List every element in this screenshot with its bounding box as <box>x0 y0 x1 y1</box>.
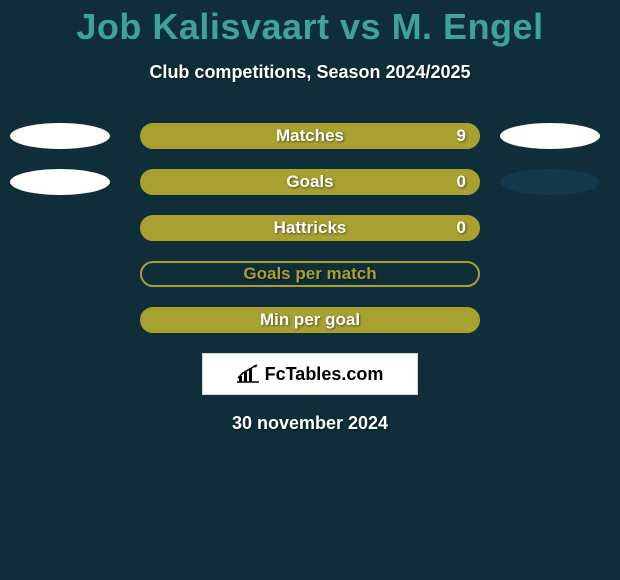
stat-row: Goals 0 <box>0 169 620 195</box>
left-value-ellipse <box>10 123 110 149</box>
stat-label: Goals <box>286 172 333 192</box>
left-value-ellipse <box>10 169 110 195</box>
stat-label: Min per goal <box>260 310 360 330</box>
stat-row: Goals per match <box>0 261 620 287</box>
stat-row: Matches 9 <box>0 123 620 149</box>
stat-bar: Matches 9 <box>140 123 480 149</box>
logo-text: FcTables.com <box>265 364 384 385</box>
stat-bar: Goals per match <box>140 261 480 287</box>
stat-label: Goals per match <box>243 264 376 284</box>
footer-date: 30 november 2024 <box>0 413 620 434</box>
page-title: Job Kalisvaart vs M. Engel <box>0 0 620 48</box>
stat-row: Hattricks 0 <box>0 215 620 241</box>
stat-bar: Hattricks 0 <box>140 215 480 241</box>
stats-rows: Matches 9 Goals 0 Hattricks 0 Goals <box>0 123 620 333</box>
stat-bar: Goals 0 <box>140 169 480 195</box>
stat-label: Hattricks <box>274 218 347 238</box>
stat-label: Matches <box>276 126 344 146</box>
stat-bar: Min per goal <box>140 307 480 333</box>
stat-value: 0 <box>457 172 466 192</box>
stat-row: Min per goal <box>0 307 620 333</box>
right-value-ellipse <box>500 169 600 195</box>
right-value-ellipse <box>500 123 600 149</box>
chart-icon <box>237 364 261 384</box>
page-subtitle: Club competitions, Season 2024/2025 <box>0 62 620 83</box>
logo-box: FcTables.com <box>202 353 418 395</box>
stat-value: 0 <box>457 218 466 238</box>
stat-value: 9 <box>457 126 466 146</box>
comparison-card: Job Kalisvaart vs M. Engel Club competit… <box>0 0 620 580</box>
